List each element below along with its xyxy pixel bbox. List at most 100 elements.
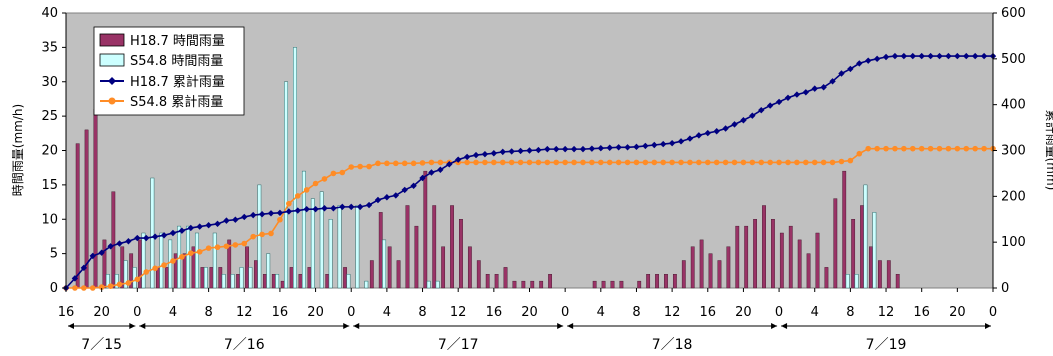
s54-cumulative-point-86 [829,159,836,166]
bar-s54-22 [266,253,271,289]
right-y-tick-label-3: 300 [1001,144,1026,159]
h18-cumulative-point-35 [374,196,382,204]
s54-cumulative-point-2 [81,285,87,291]
h18-cumulative-point-50 [508,148,515,155]
bar-s54-20 [248,267,253,289]
s54-cumulative-point-1 [72,285,78,291]
s54-cumulative-point-49 [499,159,506,166]
h18-cumulative-point-62 [615,144,622,151]
bar-h18-80 [779,232,784,289]
s54-cumulative-point-66 [651,159,658,166]
h18-cumulative-point-102 [971,52,979,60]
bar-h18-88 [851,219,856,289]
x-tick-label-15: 4 [597,305,605,320]
h18-cumulative-point-72 [704,129,711,137]
bar-h18-44 [459,219,463,289]
h18-cumulative-point-49 [499,148,506,156]
bar-h18-89 [860,205,864,289]
x-tick-label-24: 16 [913,305,930,320]
s54-cumulative-point-40 [419,160,426,166]
bar-h18-35 [378,212,383,289]
bar-h18-85 [824,267,829,289]
legend-label-h18-bar: H18.7 時間雨量 [130,34,225,49]
bar-s54-4 [105,274,110,289]
bar-s54-32 [355,205,360,289]
h18-cumulative-point-103 [980,52,988,60]
s54-cumulative-point-50 [508,159,515,166]
h18-cumulative-point-23 [267,210,275,217]
bar-s54-89 [863,184,868,289]
h18-cumulative-point-36 [383,194,391,201]
h18-cumulative-point-63 [624,144,631,151]
legend-label-s54-bar: S54.8 時間雨量 [130,54,223,69]
h18-cumulative-point-100 [954,52,961,60]
bar-h18-79 [771,219,775,289]
bar-h18-86 [833,198,838,289]
bar-s54-19 [239,267,244,289]
bar-h18-5 [111,191,116,289]
h18-cumulative-point-40 [419,174,426,182]
s54-cumulative-point-46 [473,159,479,166]
left-y-tick-label-7: 35 [41,40,58,55]
bar-h18-6 [120,246,125,289]
bar-s54-18 [230,274,235,289]
h18-cumulative-point-92 [882,53,890,61]
date-span-right-arrow-4 [985,323,991,329]
h18-cumulative-point-57 [570,145,578,153]
h18-cumulative-point-77 [749,112,756,119]
bar-s54-6 [123,260,128,289]
x-tick-label-13: 20 [521,305,538,320]
x-tick-label-10: 8 [418,305,426,320]
s54-cumulative-point-35 [375,160,381,167]
s54-cumulative-point-73 [713,159,720,166]
bar-h18-39 [414,225,419,289]
bar-h18-37 [396,260,401,289]
s54-cumulative-point-38 [401,160,408,167]
s54-cumulative-point-15 [196,248,203,255]
bar-h18-29 [325,274,330,289]
s54-cumulative-point-3 [89,285,96,291]
h18-cumulative-point-75 [731,121,738,128]
s54-cumulative-point-9 [143,269,150,275]
s54-cumulative-point-59 [589,159,595,166]
s54-cumulative-point-97 [927,145,934,152]
bar-s54-29 [328,219,333,289]
s54-cumulative-point-82 [794,159,800,166]
h18-cumulative-point-2 [80,264,88,272]
date-label-0: 7／15 [81,337,122,353]
h18-cumulative-point-52 [526,147,533,154]
bar-h18-66 [655,274,659,289]
left-y-tick-label-4: 20 [41,144,58,159]
h18-cumulative-point-65 [642,142,649,150]
bar-h18-87 [842,170,847,289]
s54-cumulative-point-42 [437,159,444,166]
h18-cumulative-point-80 [775,98,783,106]
h18-cumulative-point-34 [365,201,373,209]
h18-cumulative-point-79 [766,102,774,109]
h18-cumulative-point-48 [490,150,498,157]
s54-cumulative-point-78 [758,159,765,166]
s54-cumulative-point-53 [535,159,542,166]
h18-cumulative-point-10 [151,233,159,240]
h18-cumulative-point-53 [535,146,542,154]
s54-cumulative-point-100 [954,145,961,152]
h18-cumulative-point-97 [927,52,934,60]
left-y-tick-label-2: 10 [41,212,58,227]
s54-cumulative-point-90 [865,145,872,152]
x-tick-label-5: 12 [236,305,253,320]
x-tick-label-3: 4 [169,305,177,320]
bar-h18-53 [539,280,544,289]
bar-s54-15 [203,267,208,289]
bar-h18-3 [93,109,98,289]
h18-cumulative-point-15 [196,223,203,230]
s54-cumulative-point-62 [615,159,622,166]
bar-s54-24 [284,81,289,289]
s54-cumulative-point-28 [312,180,319,187]
s54-cumulative-point-91 [874,145,880,152]
right-y-tick-label-1: 100 [1001,235,1026,250]
h18-cumulative-point-56 [561,145,569,153]
bar-h18-24 [280,280,285,289]
h18-cumulative-point-9 [143,234,150,242]
s54-cumulative-point-68 [669,159,675,166]
